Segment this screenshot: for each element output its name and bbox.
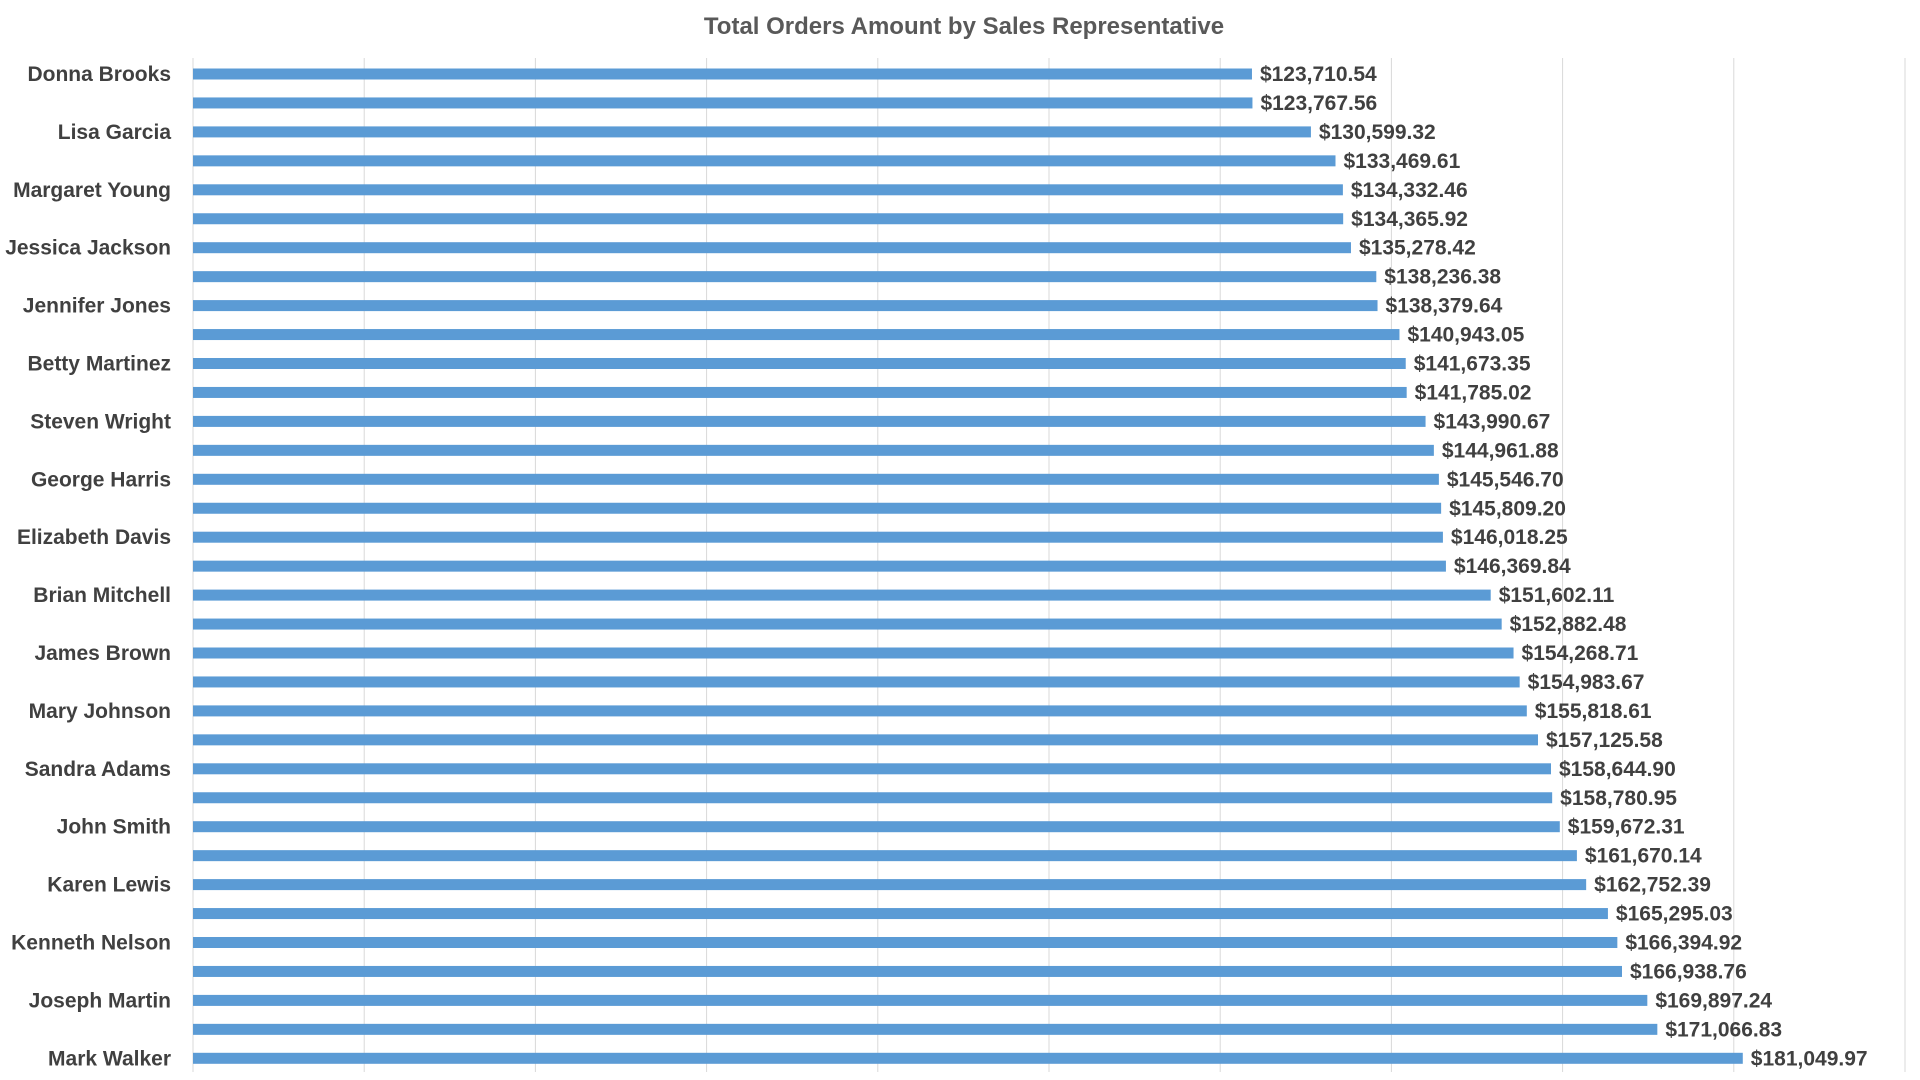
bar (193, 473, 1439, 485)
bar (193, 589, 1491, 601)
data-label: $146,018.25 (1451, 526, 1568, 549)
category-label: Lisa Garcia (58, 121, 172, 144)
data-label: $154,268.71 (1522, 642, 1639, 665)
bar (193, 242, 1351, 254)
bar (193, 994, 1648, 1006)
bar (193, 676, 1520, 688)
data-label: $123,710.54 (1260, 63, 1377, 86)
data-label: $141,673.35 (1414, 353, 1531, 376)
bar (193, 68, 1252, 80)
category-label: Joseph Martin (29, 989, 171, 1012)
bar (193, 531, 1443, 543)
bar (193, 763, 1552, 775)
chart-title: Total Orders Amount by Sales Representat… (704, 13, 1224, 40)
data-label: $151,602.11 (1499, 584, 1615, 607)
bar (193, 908, 1608, 920)
data-label: $123,767.56 (1260, 92, 1377, 115)
data-label: $162,752.39 (1594, 874, 1711, 897)
bars (193, 68, 1743, 1064)
data-label: $171,066.83 (1665, 1018, 1782, 1041)
category-label: Karen Lewis (47, 874, 171, 897)
bar (193, 705, 1527, 717)
data-label: $157,125.58 (1546, 729, 1663, 752)
data-label: $140,943.05 (1407, 324, 1524, 347)
data-label: $152,882.48 (1510, 613, 1627, 636)
bar (193, 734, 1538, 746)
data-label: $145,809.20 (1449, 497, 1566, 520)
bar (193, 1052, 1743, 1064)
data-label: $145,546.70 (1447, 468, 1564, 491)
category-label: Elizabeth Davis (17, 526, 171, 549)
bar (193, 358, 1406, 369)
data-label: $144,961.88 (1442, 439, 1559, 462)
category-label: Jennifer Jones (23, 295, 171, 318)
bar (193, 444, 1434, 456)
bar (193, 647, 1514, 659)
data-label: $133,469.61 (1343, 150, 1460, 173)
bar (193, 850, 1577, 862)
category-label: James Brown (34, 642, 171, 665)
data-label: $138,379.64 (1386, 295, 1503, 318)
data-label: $155,818.61 (1535, 700, 1652, 723)
category-label: Mary Johnson (29, 700, 171, 723)
category-label: George Harris (31, 468, 171, 491)
bar (193, 126, 1311, 138)
data-label: $130,599.32 (1319, 121, 1436, 144)
data-label: $158,780.95 (1560, 787, 1677, 810)
data-label: $161,670.14 (1585, 845, 1702, 868)
bar (193, 502, 1442, 514)
bar (193, 300, 1378, 312)
category-label: Jessica Jackson (5, 237, 171, 260)
bar (193, 329, 1400, 341)
category-label: Betty Martinez (27, 353, 171, 376)
bar (193, 155, 1336, 167)
data-label: $135,278.42 (1359, 237, 1476, 260)
bar (193, 560, 1446, 572)
bar (193, 386, 1407, 398)
category-label: Margaret Young (13, 179, 171, 202)
category-label: Donna Brooks (27, 63, 171, 86)
data-label: $166,938.76 (1630, 960, 1747, 983)
data-label: $134,332.46 (1351, 179, 1468, 202)
bar (193, 415, 1426, 427)
data-label: $143,990.67 (1434, 410, 1551, 433)
category-label: Sandra Adams (25, 758, 171, 781)
bar (193, 821, 1560, 833)
data-label: $141,785.02 (1415, 381, 1532, 404)
category-label: Brian Mitchell (33, 584, 171, 607)
data-labels: $123,710.54 $123,767.56 $130,599.32 $133,46… (1260, 63, 1868, 1070)
data-label: $158,644.90 (1559, 758, 1676, 781)
data-label: $154,983.67 (1528, 671, 1645, 694)
data-label: $166,394.92 (1625, 932, 1742, 955)
bar (193, 792, 1553, 804)
data-label: $134,365.92 (1351, 208, 1468, 231)
bar (193, 965, 1622, 977)
category-label: John Smith (57, 816, 171, 839)
data-label: $138,236.38 (1384, 266, 1501, 289)
category-label: Steven Wright (30, 410, 171, 433)
category-labels: Donna Brooks Lisa Garcia Margaret Young Jes… (5, 63, 171, 1070)
bar (193, 97, 1253, 109)
bar (193, 937, 1618, 948)
data-label: $146,369.84 (1454, 555, 1571, 578)
bar (193, 184, 1343, 196)
data-label: $159,672.31 (1568, 816, 1685, 839)
data-label: $165,295.03 (1616, 903, 1733, 926)
category-label: Kenneth Nelson (11, 932, 171, 955)
bar (193, 618, 1502, 630)
category-label: Mark Walker (48, 1047, 171, 1070)
data-label: $169,897.24 (1655, 989, 1772, 1012)
bar (193, 213, 1344, 225)
data-label: $181,049.97 (1751, 1047, 1868, 1070)
bar (193, 879, 1587, 891)
bar (193, 271, 1377, 283)
bar (193, 1023, 1658, 1035)
